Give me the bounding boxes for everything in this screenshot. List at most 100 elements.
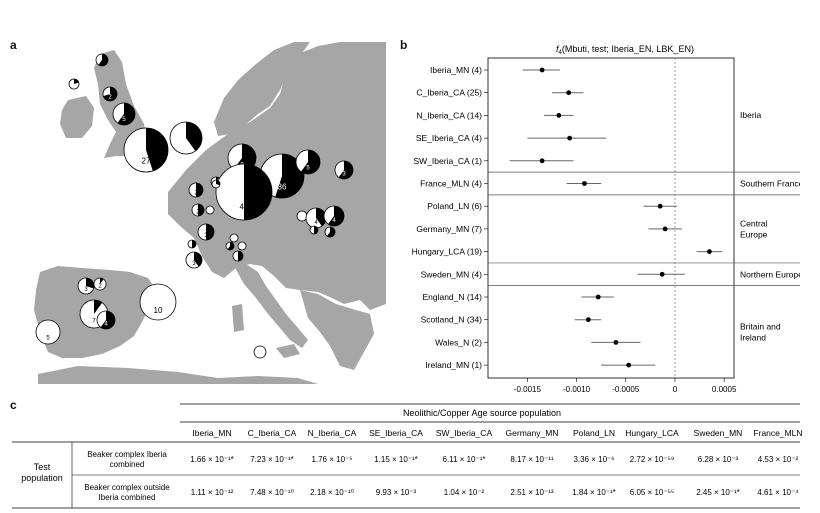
pie-marker [253,345,267,359]
pie-marker: 10 [139,283,177,321]
table-cell: 2.45 × 10⁻¹* [696,488,740,497]
pie-count-label: 7 [92,319,96,325]
pie-base [139,283,177,321]
point-estimate [539,158,545,164]
column-header: Germany_MN [506,428,559,438]
forest-row: Poland_LN (6) [427,201,677,211]
forest-row: N_Iberia_CA (14) [416,110,574,120]
plot-frame [487,57,735,379]
forest-row: England_N (14) [422,292,614,302]
forest-plot: f4(Mbuti, test; Iberia_EN, LBK_EN) Iberi… [412,44,800,394]
point-estimate [626,362,632,368]
pie-slice [94,300,103,314]
pie-marker: 2 [102,86,118,102]
pie-slice [103,87,118,101]
pie-base [296,210,308,222]
land-italy [234,264,308,348]
point-estimate [595,294,601,300]
panel-b-label: b [400,38,408,52]
row-label: C_Iberia_CA (25) [416,88,482,98]
column-header: Hungary_LCA [625,428,679,438]
pie-count-label: 2 [108,94,112,100]
x-tick-label: -0.0010 [563,385,591,394]
table-cell: 1.15 × 10⁻¹* [374,455,418,464]
table-cell: 6.28 × 10⁻³ [698,455,739,464]
forest-row: SE_Iberia_CA (4) [416,133,607,143]
column-header: N_Iberia_CA [308,428,357,438]
pie-count-label: 3 [84,287,88,293]
pie-slice [198,204,204,216]
pie-marker [169,121,203,155]
land-north-africa [38,366,318,384]
point-estimate [582,181,587,186]
pie-count-label: 3 [192,261,196,267]
table-cell: 3.36 × 10⁻⁶ [573,455,614,464]
pie-count-label: 36 [278,183,287,192]
pie-slice [300,150,320,174]
pie-marker: 3 [334,160,354,180]
pie-slice [244,164,272,220]
row-label: Germany_MN (7) [416,224,482,234]
point-estimate [613,340,619,345]
pie-slice [316,208,326,227]
group-label: Central [740,218,768,228]
pie-count-label: 2 [196,210,200,216]
pie-marker: 3 [77,277,95,295]
pie-base [237,241,247,251]
table-cell: 2.72 × 10⁻⁵⁹ [630,455,675,464]
pie-count-label: 2 [98,284,102,290]
table-cell: 1.04 × 10⁻² [444,488,485,497]
x-tick-label: 0.0005 [712,385,737,394]
pie-count-label: 4 [314,220,318,226]
row-group-label-2: population [21,473,63,483]
row-label: SE_Iberia_CA (4) [416,133,482,143]
pie-slice [86,278,94,289]
pie-marker [225,241,235,251]
pie-marker: 5 [112,102,136,126]
point-estimate [566,90,572,96]
pie-slice [100,311,115,329]
forest-row: Wales_N (2) [435,337,641,347]
pie-marker [68,78,80,90]
panel-c-label: c [10,398,17,412]
column-header: Poland_LN [573,428,615,438]
forest-row: France_MLN (4) [420,179,602,189]
row-label: Beaker complex Iberia [87,450,167,459]
group-label: Iberia [740,110,762,120]
row-label: SW_Iberia_CA (1) [414,156,483,166]
pie-marker [309,225,319,235]
point-estimate [662,226,668,232]
pie-slice [192,240,196,248]
pie-count-label: 2 [194,190,198,196]
point-estimate [556,113,562,118]
pie-slice [227,242,234,251]
pie-count-label: 45 [240,202,249,211]
panel-a-label: a [10,38,17,52]
x-tick-label: 0 [673,385,678,394]
pie-slice [327,227,335,238]
pie-slice [186,122,203,151]
point-estimate [567,135,573,141]
pie-marker [237,241,247,251]
table-cell: 1.66 × 10⁻¹* [190,455,234,464]
forest-row: Ireland_MN (1) [425,360,656,370]
row-label: Scotland_N (34) [421,315,483,325]
pie-base [205,205,215,215]
pie-marker [296,210,308,222]
pie-count-label: 5 [46,335,50,341]
pie-marker: 2 [93,277,107,291]
table-cell: 8.17 × 10⁻¹¹ [510,455,553,464]
forest-row: Iberia_MN (4) [430,65,560,75]
column-header: C_Iberia_CA [248,428,297,438]
land-sicily [276,344,300,358]
pie-base [35,319,61,345]
pie-marker [205,205,215,215]
row-label: Wales_N (2) [435,337,482,347]
column-header: France_MLN [753,428,802,438]
table-column-headers: Iberia_MN C_Iberia_CA N_Iberia_CA SE_Iberia… [192,428,802,438]
pie-count-label: 27 [142,157,151,166]
table-cell: 1.76 × 10⁻⁵ [311,455,352,464]
row-label: N_Iberia_CA (14) [416,110,482,120]
row-label: combined [110,460,145,469]
